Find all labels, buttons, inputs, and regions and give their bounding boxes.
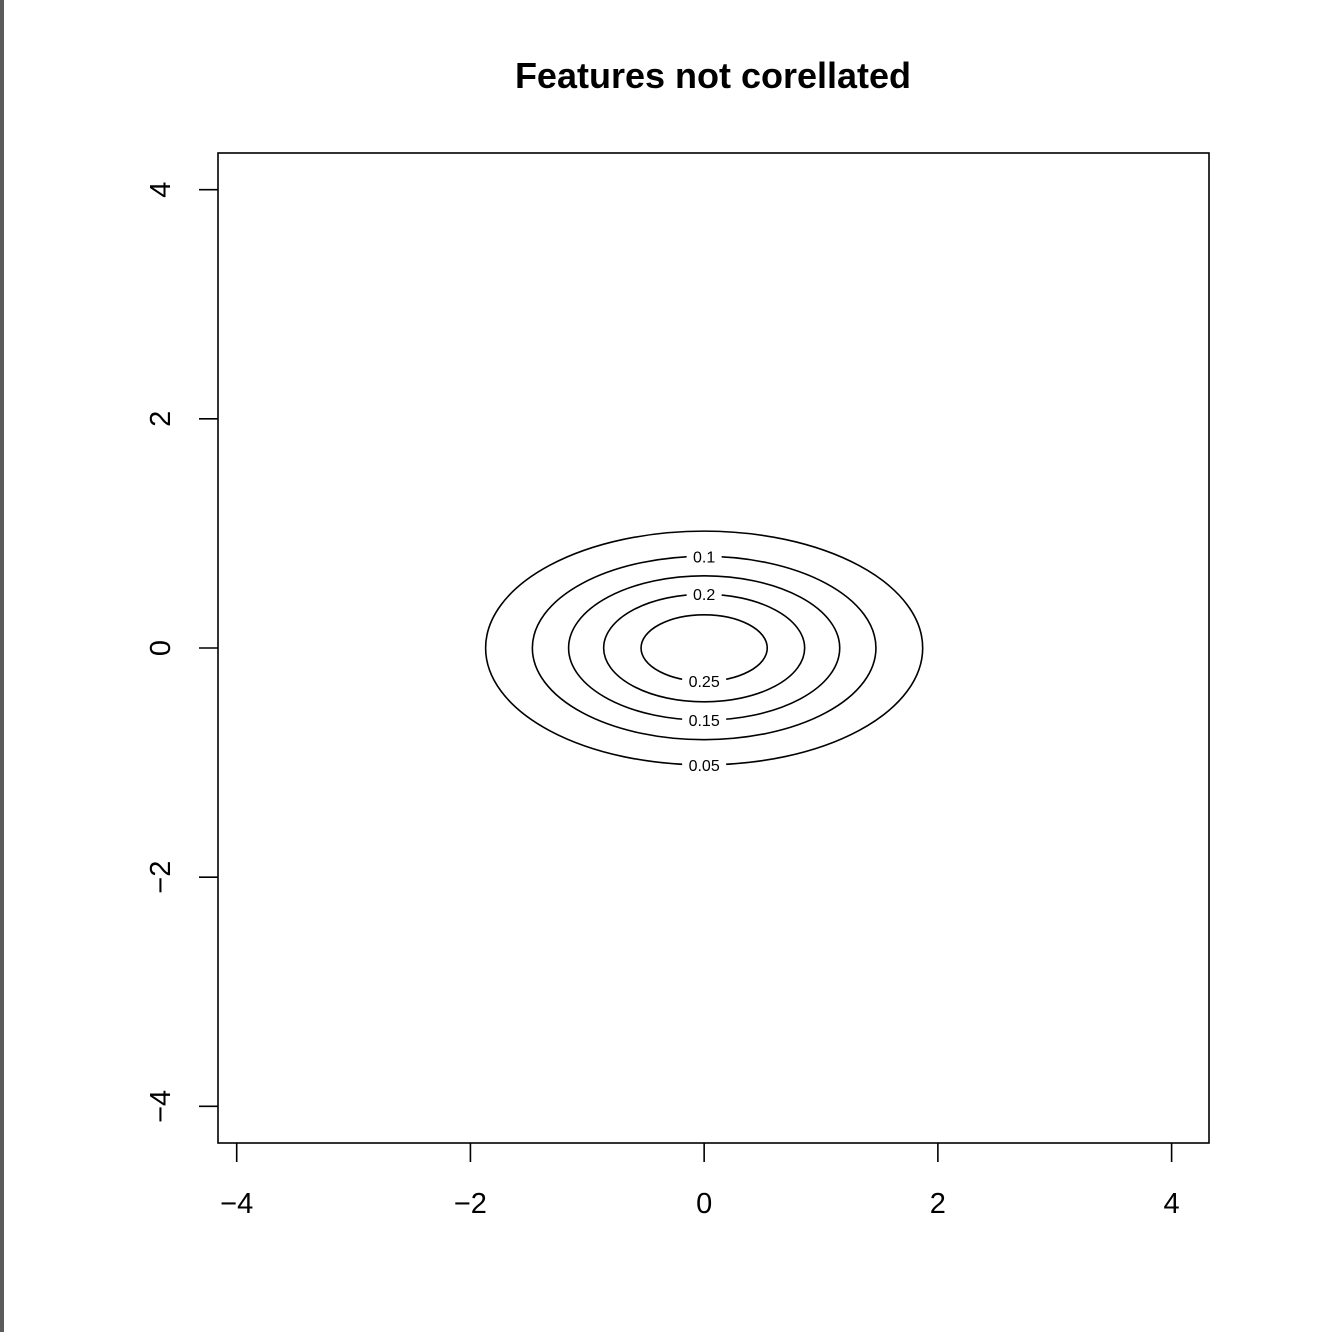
contour-label: 0.1 xyxy=(693,549,715,566)
contour-label: 0.25 xyxy=(689,674,720,691)
x-tick-label: 0 xyxy=(696,1188,712,1220)
y-tick-label: −2 xyxy=(145,861,177,894)
contour-label-bg xyxy=(686,585,722,604)
contour-label: 0.05 xyxy=(689,758,720,775)
contour-label: 0.15 xyxy=(689,713,720,730)
contour-label-bg xyxy=(682,755,727,774)
y-tick-label: 0 xyxy=(145,640,177,656)
y-tick-label: −4 xyxy=(145,1090,177,1123)
contour-lines: 0.05 0.1 0.15 0.2 0.25 xyxy=(484,530,924,775)
contour-label-bg xyxy=(682,711,727,730)
x-tick-label: −2 xyxy=(454,1188,487,1220)
contour-line xyxy=(640,613,769,683)
x-axis: −4 −2 0 2 4 xyxy=(220,1143,1180,1220)
window-edge xyxy=(0,0,4,1332)
chart-title: Features not corellated xyxy=(515,55,911,96)
y-axis: −4 −2 0 2 4 xyxy=(145,182,218,1123)
plot-frame xyxy=(217,152,1210,1144)
contour-label: 0.2 xyxy=(693,587,715,604)
y-tick-label: 4 xyxy=(145,182,177,198)
y-tick-label: 2 xyxy=(145,411,177,427)
x-tick-label: 4 xyxy=(1164,1188,1180,1220)
contour-label-bg xyxy=(682,672,727,691)
x-tick-label: −4 xyxy=(220,1188,253,1220)
contour-label-bg xyxy=(686,547,722,566)
x-tick-label: 2 xyxy=(930,1188,946,1220)
